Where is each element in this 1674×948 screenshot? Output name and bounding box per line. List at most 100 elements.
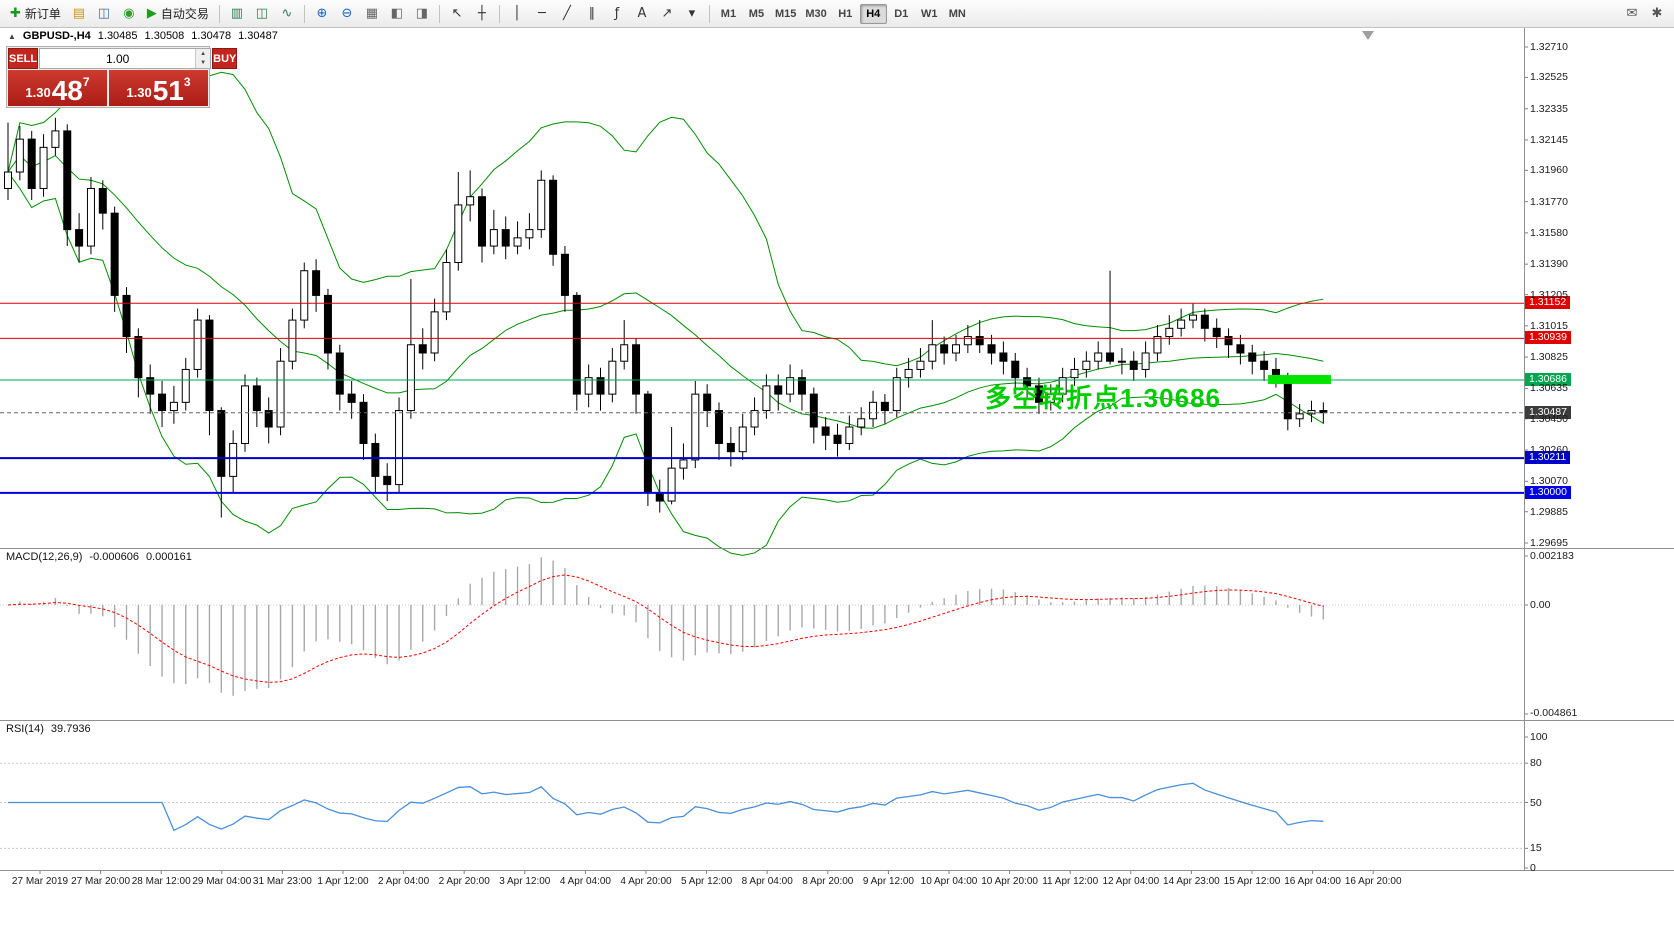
volume-input[interactable] xyxy=(40,49,196,68)
bear-candle xyxy=(1106,352,1115,362)
timeframe-mn-button[interactable]: MN xyxy=(948,7,966,20)
timeframe-m5-button[interactable]: M5 xyxy=(748,7,765,20)
navigator-icon[interactable]: ◉ xyxy=(117,3,141,25)
market-watch-icon[interactable]: ◫ xyxy=(92,3,116,25)
tile-windows-icon[interactable]: ◧ xyxy=(385,3,409,25)
bear-candle xyxy=(703,393,712,412)
cursor-icon[interactable]: ↖ xyxy=(445,3,469,25)
bull-candle xyxy=(406,344,415,412)
ohlc-close: 1.30487 xyxy=(238,30,278,42)
zoom-in-icon[interactable]: ⊕ xyxy=(310,3,334,25)
macd-indicator-label: MACD(12,26,9) -0.000606 0.000161 xyxy=(6,551,192,563)
zoom-out-icon[interactable]: ⊖ xyxy=(335,3,359,25)
settings-icon[interactable]: ✱ xyxy=(1645,3,1669,25)
rsi-value: 39.7936 xyxy=(50,723,91,735)
grid-icon[interactable]: ▦ xyxy=(360,3,384,25)
rsi-line xyxy=(8,782,1324,832)
vertical-line-icon[interactable]: │ xyxy=(505,3,529,25)
market-watch-icon: ◫ xyxy=(97,6,111,21)
timeframe-d1-button[interactable]: D1 xyxy=(894,7,909,20)
timeframe-h4-button[interactable]: H4 xyxy=(859,3,887,24)
bull-candle xyxy=(169,401,178,412)
volume-box: ▲ ▼ xyxy=(39,48,212,69)
text-icon[interactable]: A xyxy=(630,3,654,25)
trendline-icon[interactable]: ╱ xyxy=(555,3,579,25)
bear-candle xyxy=(975,336,984,346)
crosshair-icon[interactable]: ┼ xyxy=(470,3,494,25)
timeframe-m15-button[interactable]: M15 xyxy=(774,7,797,20)
bar-chart-icon[interactable]: ▥ xyxy=(225,3,249,25)
volume-down-button[interactable]: ▼ xyxy=(196,58,211,68)
timeframe-m30-button[interactable]: M30 xyxy=(805,7,827,20)
arrows-icon[interactable]: ↗ xyxy=(655,3,679,25)
buy-price-display[interactable]: 1.30 51 3 xyxy=(109,70,208,106)
bear-candle xyxy=(1224,336,1233,346)
cascade-windows-icon: ◨ xyxy=(415,6,429,21)
bear-candle xyxy=(347,393,356,403)
volume-up-button[interactable]: ▲ xyxy=(196,49,211,59)
symbol-expander-icon[interactable]: ▲ xyxy=(8,31,16,41)
bull-candle xyxy=(869,401,878,420)
ohlc-low: 1.30478 xyxy=(191,30,232,42)
bull-candle xyxy=(466,196,475,206)
macd-name: MACD(12,26,9) xyxy=(6,551,83,563)
timeframe-w1-button[interactable]: W1 xyxy=(921,7,938,20)
arrows-icon: ↗ xyxy=(661,6,673,21)
zoom-in-icon: ⊕ xyxy=(316,6,328,21)
vertical-line-icon: │ xyxy=(513,6,521,21)
bull-candle xyxy=(229,442,238,477)
toolbar-separator xyxy=(218,4,220,23)
bar-chart-icon: ▥ xyxy=(230,6,244,21)
pivot-highlight-bar[interactable] xyxy=(1268,374,1331,384)
bear-candle xyxy=(312,270,321,296)
bear-candle xyxy=(999,352,1008,362)
bull-candle xyxy=(513,237,522,247)
message-icon[interactable]: ✉ xyxy=(1620,3,1644,25)
sell-price-display[interactable]: 1.30 48 7 xyxy=(8,70,107,106)
bear-candle xyxy=(371,442,380,477)
candlestick-chart-icon[interactable]: ◫ xyxy=(250,3,274,25)
fibonacci-icon[interactable]: ƒ xyxy=(605,3,629,25)
bear-candle xyxy=(1260,360,1269,370)
bear-candle xyxy=(252,385,261,412)
timeframe-h1-button[interactable]: H1 xyxy=(838,7,853,20)
channel-icon[interactable]: ∥ xyxy=(580,3,604,25)
message-icon: ✉ xyxy=(1626,6,1638,21)
bear-candle xyxy=(833,434,842,444)
horizontal-line-icon: ─ xyxy=(538,6,546,21)
bull-candle xyxy=(1189,314,1197,321)
pivot-annotation-text[interactable]: 多空转折点1.30686 xyxy=(985,383,1221,413)
line-chart-icon[interactable]: ∿ xyxy=(275,3,299,25)
sell-price-big: 48 xyxy=(51,74,83,106)
bull-candle xyxy=(241,385,249,444)
bull-candle xyxy=(786,377,795,395)
fibonacci-icon: ƒ xyxy=(614,6,620,21)
more-tools-icon[interactable]: ▾ xyxy=(680,3,704,25)
rsi-indicator-label: RSI(14) 39.7936 xyxy=(6,723,91,735)
bull-candle xyxy=(525,229,534,239)
bear-candle xyxy=(75,229,84,247)
new-order-button[interactable]: ✚ 新订单 xyxy=(5,3,66,25)
bull-candle xyxy=(1165,327,1174,338)
bull-candle xyxy=(1082,360,1091,370)
profiles-icon[interactable]: ▤ xyxy=(67,3,91,25)
bollinger-upper-band xyxy=(7,58,1324,367)
bull-candle xyxy=(892,377,901,412)
buy-price-pip: 3 xyxy=(183,75,191,89)
cascade-windows-icon[interactable]: ◨ xyxy=(410,3,434,25)
bull-candle xyxy=(193,319,202,370)
bear-candle xyxy=(809,393,818,428)
more-tools-icon: ▾ xyxy=(688,6,696,21)
horizontal-line-icon[interactable]: ─ xyxy=(530,3,554,25)
buy-button[interactable]: BUY xyxy=(212,48,238,69)
timeframe-m1-button[interactable]: M1 xyxy=(720,7,737,20)
bull-candle xyxy=(667,467,676,502)
bull-candle xyxy=(750,410,759,428)
autotrading-button[interactable]: ▶ 自动交易 xyxy=(142,3,214,25)
bull-candle xyxy=(1295,413,1304,420)
bull-candle xyxy=(86,187,95,247)
chart-shift-marker[interactable] xyxy=(1362,31,1374,40)
autotrading-icon: ▶ xyxy=(146,6,157,21)
sell-button[interactable]: SELL xyxy=(8,48,39,69)
